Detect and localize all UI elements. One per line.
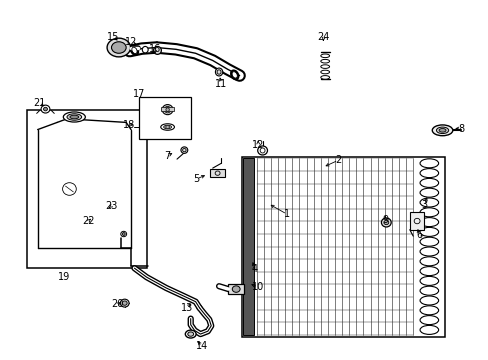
Ellipse shape: [320, 76, 329, 79]
Ellipse shape: [70, 115, 79, 119]
Text: 23: 23: [105, 201, 118, 211]
Ellipse shape: [419, 286, 438, 295]
Text: 3: 3: [421, 200, 427, 210]
Ellipse shape: [231, 71, 238, 79]
Ellipse shape: [419, 168, 438, 177]
Ellipse shape: [419, 247, 438, 256]
Ellipse shape: [215, 68, 222, 76]
Text: 24: 24: [317, 32, 329, 42]
Text: 8: 8: [457, 123, 463, 134]
Text: 21: 21: [33, 98, 45, 108]
Ellipse shape: [419, 188, 438, 197]
Ellipse shape: [163, 125, 171, 129]
Ellipse shape: [438, 129, 445, 132]
Ellipse shape: [419, 296, 438, 305]
Bar: [161, 107, 174, 111]
Ellipse shape: [63, 112, 85, 122]
Text: 7: 7: [164, 150, 170, 161]
Text: 20: 20: [111, 299, 124, 309]
Bar: [210, 169, 224, 177]
Ellipse shape: [165, 108, 169, 112]
Text: 12: 12: [251, 140, 264, 150]
Ellipse shape: [41, 105, 50, 113]
Ellipse shape: [187, 332, 193, 336]
Ellipse shape: [419, 306, 438, 315]
Ellipse shape: [419, 217, 438, 226]
Ellipse shape: [181, 147, 187, 153]
Text: 5: 5: [193, 174, 199, 184]
Ellipse shape: [419, 159, 438, 168]
Ellipse shape: [320, 59, 329, 63]
Text: 2: 2: [335, 155, 341, 165]
Ellipse shape: [419, 267, 438, 276]
Text: 16: 16: [148, 44, 161, 54]
Ellipse shape: [67, 114, 81, 120]
Ellipse shape: [121, 231, 126, 237]
Ellipse shape: [381, 218, 390, 227]
Ellipse shape: [107, 38, 130, 57]
Ellipse shape: [419, 198, 438, 207]
Text: 19: 19: [58, 272, 71, 282]
Text: 11: 11: [215, 78, 227, 89]
Ellipse shape: [320, 54, 329, 58]
Ellipse shape: [162, 104, 173, 114]
Ellipse shape: [122, 233, 125, 235]
Ellipse shape: [431, 125, 452, 136]
Ellipse shape: [185, 330, 196, 338]
Ellipse shape: [419, 257, 438, 266]
Ellipse shape: [122, 301, 127, 305]
Ellipse shape: [111, 42, 126, 53]
Text: 17: 17: [132, 89, 145, 99]
Ellipse shape: [153, 46, 161, 54]
Text: 9: 9: [382, 215, 387, 225]
Ellipse shape: [320, 70, 329, 74]
Ellipse shape: [419, 276, 438, 285]
Bar: [409, 212, 424, 230]
Text: 13: 13: [180, 303, 193, 313]
Text: 4: 4: [251, 264, 257, 274]
Text: 12: 12: [125, 37, 138, 48]
Text: 6: 6: [415, 230, 421, 240]
Text: 15: 15: [107, 32, 120, 42]
Ellipse shape: [120, 299, 129, 307]
Text: 1: 1: [284, 209, 289, 219]
Ellipse shape: [131, 46, 138, 55]
Ellipse shape: [161, 124, 174, 130]
Ellipse shape: [419, 228, 438, 237]
Bar: [139, 97, 190, 139]
Bar: [242, 157, 444, 337]
Ellipse shape: [257, 146, 267, 155]
Bar: [243, 158, 253, 335]
Ellipse shape: [435, 127, 448, 134]
Bar: [27, 110, 146, 268]
Ellipse shape: [320, 65, 329, 68]
Ellipse shape: [164, 107, 170, 113]
Ellipse shape: [419, 316, 438, 325]
Ellipse shape: [142, 46, 148, 53]
Ellipse shape: [419, 179, 438, 188]
Text: 18: 18: [122, 120, 135, 130]
Ellipse shape: [43, 107, 47, 111]
Ellipse shape: [383, 220, 388, 225]
Bar: [228, 284, 244, 294]
Ellipse shape: [165, 126, 169, 128]
Ellipse shape: [232, 286, 240, 292]
Ellipse shape: [419, 237, 438, 246]
Ellipse shape: [419, 325, 438, 334]
Text: 10: 10: [251, 282, 264, 292]
Ellipse shape: [419, 208, 438, 217]
Text: 14: 14: [195, 341, 208, 351]
Text: 22: 22: [81, 216, 94, 226]
